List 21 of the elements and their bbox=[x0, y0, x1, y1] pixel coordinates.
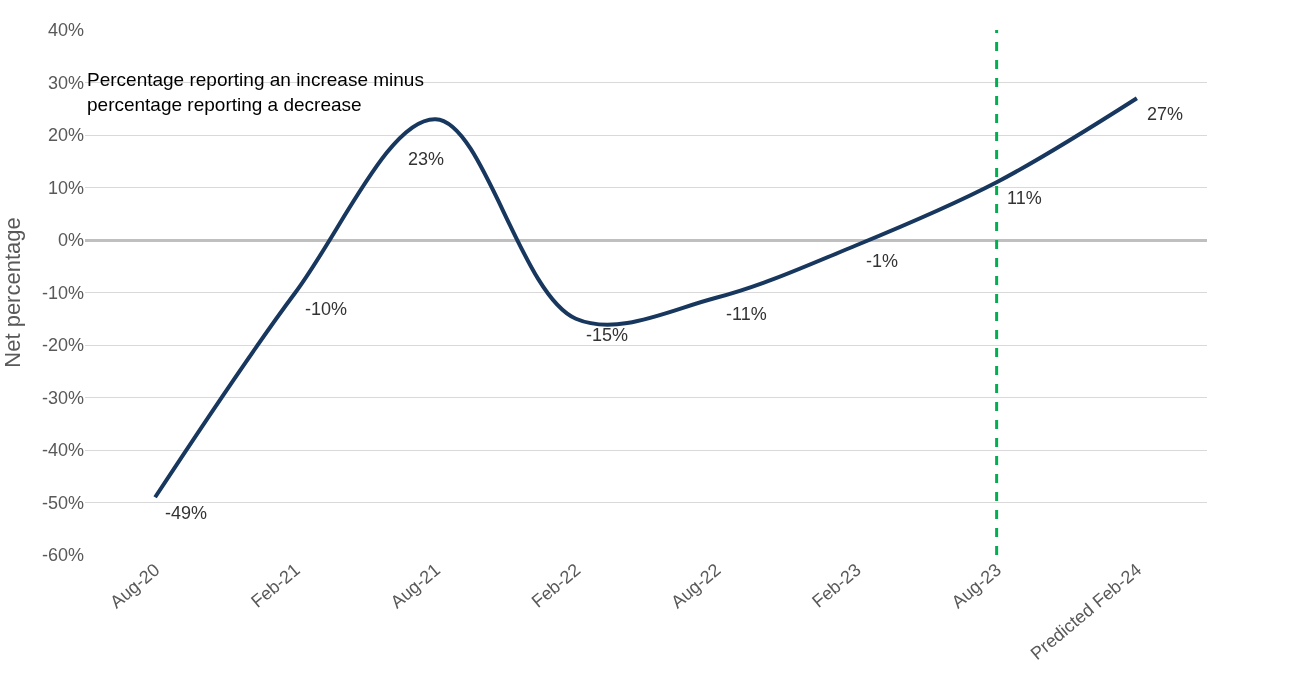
y-tick-label: -40% bbox=[41, 440, 84, 461]
annotation: Percentage reporting an increase minus percentage reporting a decrease bbox=[87, 69, 424, 115]
y-tick-label: -20% bbox=[41, 335, 84, 356]
y-tick-label: 40% bbox=[47, 20, 84, 41]
y-tick-label: -60% bbox=[41, 545, 84, 566]
data-label: 27% bbox=[1147, 104, 1184, 124]
y-tick-label: -50% bbox=[41, 492, 84, 513]
y-tick-label: 30% bbox=[47, 72, 84, 93]
data-label: -49% bbox=[165, 503, 208, 523]
y-tick-label: -10% bbox=[41, 282, 84, 303]
data-label: -15% bbox=[586, 325, 629, 345]
data-label: 23% bbox=[408, 149, 445, 169]
y-tick-label: -30% bbox=[41, 387, 84, 408]
data-label: -1% bbox=[866, 251, 899, 271]
y-tick-label: 20% bbox=[47, 125, 84, 146]
y-tick-label: 10% bbox=[47, 177, 84, 198]
data-label: -10% bbox=[305, 299, 348, 319]
y-axis-title: Net percentage bbox=[0, 217, 25, 368]
data-label: 11% bbox=[1007, 188, 1042, 208]
y-tick-label: 0% bbox=[57, 230, 84, 251]
data-label: -11% bbox=[726, 304, 767, 324]
